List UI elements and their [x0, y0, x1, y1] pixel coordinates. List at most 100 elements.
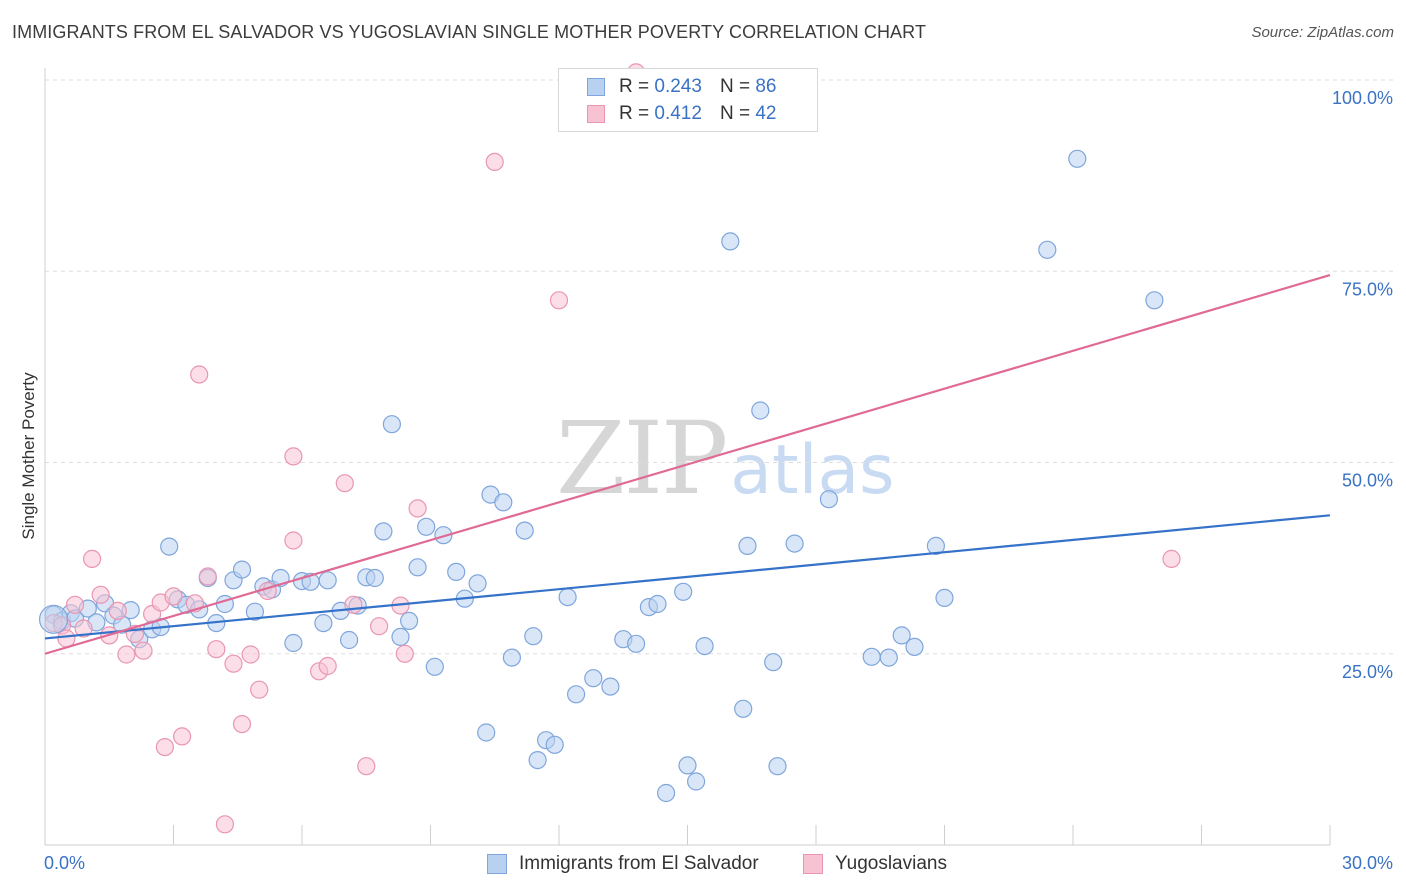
point-el-salvador [751, 401, 770, 420]
point-yugoslavian [155, 737, 174, 757]
point-el-salvador [558, 587, 577, 607]
point-el-salvador [935, 588, 954, 608]
legend-n-label: N = [719, 103, 751, 124]
point-el-salvador [686, 772, 706, 791]
point-yugoslavian [344, 595, 363, 614]
point-el-salvador [879, 648, 898, 667]
point-el-salvador [648, 594, 667, 614]
point-yugoslavian [190, 365, 209, 384]
point-el-salvador [1068, 149, 1087, 168]
point-yugoslavian [284, 447, 303, 466]
x-tick-label: 30.0% [1342, 853, 1393, 873]
point-el-salvador [232, 560, 252, 579]
point-el-salvador [245, 602, 264, 621]
point-el-salvador [528, 750, 547, 770]
y-axis-label: Single Mother Poverty [19, 372, 38, 540]
point-el-salvador [515, 521, 534, 540]
point-yugoslavian [82, 549, 102, 569]
x-tick-label: 0.0% [44, 853, 85, 873]
point-el-salvador [391, 627, 410, 647]
y-tick-label: 50.0% [1342, 471, 1393, 491]
point-yugoslavian [117, 645, 136, 664]
point-el-salvador [768, 757, 787, 776]
point-yugoslavian [215, 815, 234, 834]
point-el-salvador [524, 627, 543, 646]
point-el-salvador [160, 537, 179, 556]
chart-title: IMMIGRANTS FROM EL SALVADOR VS YUGOSLAVI… [12, 22, 927, 42]
bottom-legend-label: Immigrants from El Salvador [519, 853, 759, 874]
point-el-salvador [545, 735, 564, 754]
point-el-salvador [365, 568, 384, 588]
point-yugoslavian [318, 656, 337, 676]
point-el-salvador [738, 536, 757, 556]
point-yugoslavian [357, 757, 376, 776]
point-el-salvador [447, 562, 466, 582]
legend-r-label: R = [619, 103, 650, 124]
point-el-salvador [862, 647, 881, 666]
point-el-salvador [695, 636, 714, 656]
series-el-salvador [44, 149, 1164, 803]
point-yugoslavian [1162, 549, 1181, 569]
point-yugoslavian [335, 474, 354, 493]
point-yugoslavian [241, 645, 260, 664]
point-el-salvador [494, 493, 513, 512]
point-el-salvador [284, 633, 303, 653]
point-yugoslavian [91, 585, 110, 604]
trend-lines [44, 274, 1331, 655]
point-yugoslavian [250, 680, 269, 699]
legend: R = 0.243 N = 86 R = 0.412 N = 42 [558, 68, 818, 132]
point-yugoslavian [485, 152, 504, 171]
y-tick-label: 25.0% [1342, 662, 1393, 682]
point-el-salvador [314, 613, 333, 633]
point-yugoslavian [232, 714, 252, 734]
point-el-salvador [1145, 291, 1164, 310]
point-yugoslavian [134, 641, 153, 660]
point-el-salvador [425, 657, 444, 676]
point-yugoslavian [207, 640, 226, 659]
point-el-salvador [340, 630, 359, 650]
point-yugoslavian [224, 654, 243, 673]
data-points [38, 63, 1181, 834]
point-el-salvador [382, 415, 401, 434]
point-yugoslavian [408, 499, 427, 518]
point-el-salvador [926, 536, 946, 556]
legend-r-value: 0.243 [654, 76, 702, 97]
trend-line-el-salvador [44, 514, 1331, 640]
legend-n-label: N = [719, 76, 751, 97]
y-tick-label: 100.0% [1332, 88, 1393, 108]
point-yugoslavian [549, 291, 569, 310]
point-el-salvador [905, 637, 924, 657]
point-el-salvador [819, 490, 839, 509]
bottom-legend-el-salvador: Immigrants from El Salvador [487, 852, 759, 876]
legend-n-value: 86 [755, 76, 777, 97]
point-el-salvador [892, 626, 911, 645]
point-yugoslavian [74, 619, 93, 638]
series-yugoslavian [44, 63, 1181, 834]
point-yugoslavian [370, 617, 389, 636]
point-el-salvador [674, 582, 693, 601]
point-el-salvador [764, 653, 783, 672]
legend-r-label: R = [619, 76, 650, 97]
point-el-salvador [477, 723, 496, 742]
y-tick-label: 75.0% [1342, 279, 1393, 299]
legend-swatch-blue [587, 78, 605, 96]
point-el-salvador [502, 648, 521, 667]
legend-row-el-salvador: R = 0.243 N = 86 [587, 75, 776, 99]
point-yugoslavian [173, 727, 192, 746]
trend-line-yugoslavian [44, 274, 1331, 655]
point-el-salvador [601, 677, 620, 696]
point-el-salvador [417, 517, 436, 536]
point-yugoslavian [65, 595, 85, 614]
point-el-salvador [678, 756, 697, 775]
legend-swatch-pink [587, 105, 605, 123]
point-el-salvador [408, 558, 427, 577]
point-el-salvador [626, 634, 646, 653]
point-el-salvador [400, 611, 419, 631]
point-el-salvador [468, 574, 487, 593]
axes [44, 68, 1331, 846]
point-yugoslavian [284, 531, 303, 550]
point-yugoslavian [57, 629, 76, 648]
point-el-salvador [734, 699, 753, 718]
legend-r-value: 0.412 [654, 103, 702, 124]
